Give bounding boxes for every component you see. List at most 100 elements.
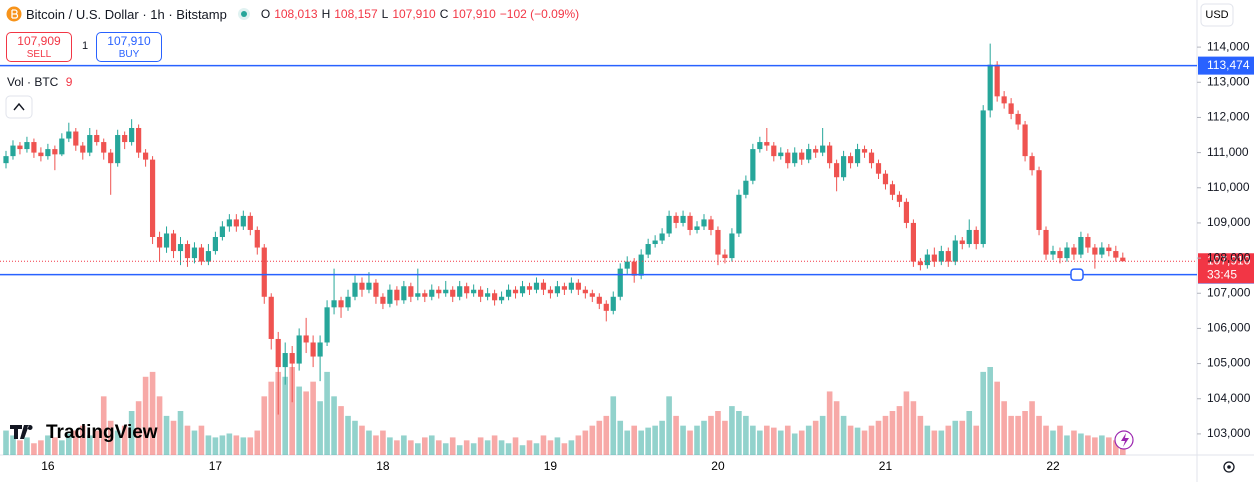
- buy-button[interactable]: 107,910 BUY: [96, 32, 162, 62]
- volume-bar: [435, 440, 442, 455]
- candle-body: [540, 282, 547, 290]
- candle-body: [896, 194, 903, 202]
- candle-body: [80, 145, 86, 153]
- volume-title: Vol · BTC: [7, 75, 59, 89]
- volume-bar: [268, 381, 275, 455]
- candle-body: [694, 226, 700, 230]
- volume-bar: [3, 430, 9, 455]
- y-tick-label: 112,000: [1207, 110, 1250, 124]
- y-tick-label: 109,000: [1207, 215, 1251, 229]
- coin-glyph: [11, 9, 19, 19]
- candle-body: [359, 282, 365, 290]
- candle-body: [841, 156, 847, 178]
- assistant-bolt: [1121, 433, 1129, 447]
- candle-body: [387, 289, 393, 304]
- volume-bar: [373, 435, 379, 455]
- volume-bar: [952, 420, 959, 455]
- volume-bar: [31, 443, 37, 455]
- candle-body: [603, 303, 609, 311]
- open-key: O: [260, 7, 271, 21]
- volume-bar: [1064, 435, 1070, 455]
- volume-bar: [666, 396, 672, 455]
- volume-bar: [575, 435, 582, 455]
- volume-bar: [505, 443, 512, 455]
- x-tick-label: 16: [41, 459, 55, 473]
- candle-body: [931, 254, 937, 262]
- candle-body: [736, 194, 742, 234]
- volume-bar: [610, 396, 617, 455]
- y-tick-label: 103,000: [1207, 426, 1251, 440]
- volume-bar: [980, 371, 986, 455]
- volume-length: 9: [65, 75, 73, 89]
- volume-bar: [722, 420, 728, 455]
- volume-bar: [694, 425, 700, 455]
- volume-bar: [1078, 433, 1084, 455]
- volume-bar: [408, 440, 414, 455]
- candle-body: [1050, 251, 1056, 255]
- candle-body: [889, 184, 896, 195]
- volume-bar: [498, 440, 505, 455]
- volume-bar: [359, 425, 365, 455]
- candle-body: [938, 251, 944, 262]
- volume-bar: [477, 437, 484, 455]
- y-tick-label: 108,000: [1207, 250, 1251, 264]
- candle-body: [575, 282, 581, 290]
- volume-bar: [261, 396, 268, 455]
- last-price-tag: [1198, 253, 1254, 284]
- candle-body: [827, 145, 833, 164]
- volume-bar: [680, 425, 686, 455]
- high-value: 108,157: [334, 7, 378, 21]
- volume-bar: [149, 371, 156, 455]
- volume-bar: [638, 430, 644, 455]
- candle-body: [108, 152, 114, 164]
- candle-body: [820, 145, 826, 153]
- candle-body: [1015, 113, 1021, 125]
- volume-bar: [1050, 430, 1056, 455]
- y-tick-label: 105,000: [1207, 356, 1251, 370]
- volume-bar: [156, 396, 163, 455]
- currency-button[interactable]: [1200, 3, 1234, 27]
- gear[interactable]: [1223, 461, 1235, 473]
- volume-bar: [303, 391, 309, 455]
- candle-body: [143, 152, 149, 160]
- candle-body: [401, 286, 407, 301]
- symbol-title[interactable]: Bitcoin / U.S. Dollar · 1h · Bitstamp: [26, 6, 227, 22]
- candle-body: [847, 156, 854, 164]
- volume-bar: [142, 376, 149, 455]
- volume-bar: [415, 443, 421, 455]
- volume-bar: [743, 415, 749, 455]
- candle-body: [959, 240, 965, 245]
- x-tick-label: 17: [209, 459, 223, 473]
- candle-body: [617, 268, 623, 297]
- volume-bar: [582, 430, 589, 455]
- volume-bar: [924, 425, 931, 455]
- gear-icon[interactable]: [1223, 461, 1235, 473]
- volume-bar: [401, 435, 407, 455]
- volume-bar: [240, 437, 247, 455]
- volume-bar: [1092, 437, 1098, 455]
- sell-button[interactable]: 107,909 SELL: [6, 32, 72, 62]
- volume-bar: [1071, 430, 1077, 455]
- candle-body: [645, 244, 651, 255]
- volume-bar: [128, 411, 135, 455]
- volume-bar: [959, 420, 966, 455]
- candle-body: [219, 226, 225, 237]
- candle-body: [212, 236, 218, 252]
- volume-bar: [854, 427, 861, 455]
- candle-body: [492, 293, 498, 301]
- volume-bar: [617, 420, 624, 455]
- candle-body: [394, 289, 400, 301]
- collapse-button[interactable]: [5, 95, 33, 119]
- candle-body: [1036, 170, 1042, 230]
- candle-body: [952, 240, 958, 262]
- assistant-icon[interactable]: [1114, 430, 1134, 450]
- high-key: H: [321, 7, 331, 21]
- volume-bar: [463, 440, 470, 455]
- volume-bar: [345, 415, 351, 455]
- volume-bar: [861, 430, 868, 455]
- volume-bar: [791, 433, 798, 455]
- candle-body: [666, 215, 672, 234]
- candle-body: [610, 296, 616, 311]
- candle-body: [519, 286, 526, 294]
